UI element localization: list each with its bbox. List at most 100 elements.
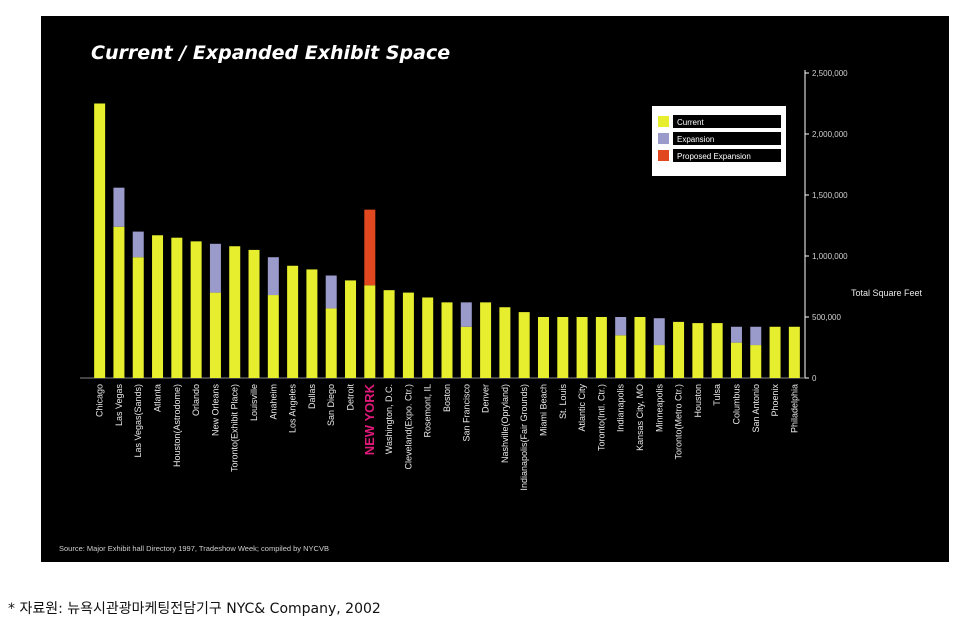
x-tick-label: Houston(Astrodome) bbox=[172, 384, 182, 467]
bar-current bbox=[132, 257, 144, 378]
exhibit-space-chart: Current / Expanded Exhibit Space 2,500,0… bbox=[59, 42, 923, 553]
bar-current bbox=[325, 308, 337, 378]
bar-current bbox=[653, 345, 665, 378]
bar-current bbox=[190, 241, 202, 378]
y-tick-label: 2,500,000 bbox=[812, 69, 848, 78]
bar-expansion bbox=[615, 317, 627, 336]
y-tick-label: 0 bbox=[812, 374, 817, 383]
x-tick-label: Nashville(Opryland) bbox=[500, 384, 510, 463]
legend-label: Proposed Expansion bbox=[677, 152, 751, 161]
legend-swatch bbox=[658, 133, 669, 144]
bar-expansion bbox=[132, 231, 144, 258]
x-tick-label: Kansas City, MO bbox=[635, 384, 645, 451]
x-tick-label: St. Louis bbox=[558, 384, 568, 420]
bar-current bbox=[94, 103, 106, 378]
bar-current bbox=[383, 290, 395, 378]
legend-label-bg bbox=[673, 132, 781, 145]
chart-title: Current / Expanded Exhibit Space bbox=[91, 42, 450, 64]
y-tick-label: 2,000,000 bbox=[812, 130, 848, 139]
x-tick-label: Dallas bbox=[307, 384, 317, 410]
legend: Current Expansion Proposed Expansion bbox=[652, 106, 786, 176]
bar-expansion bbox=[267, 257, 279, 296]
bar-current bbox=[576, 317, 588, 378]
x-tick-label: Toronto(Intl. Ctr.) bbox=[596, 384, 606, 451]
legend-label-bg bbox=[673, 115, 781, 128]
x-tick-label: Rosemont, IL bbox=[423, 384, 433, 438]
x-tick-label: Minneapolis bbox=[654, 384, 664, 433]
x-tick-label: Chicago bbox=[95, 384, 105, 417]
x-tick-label: San Francisco bbox=[461, 384, 471, 442]
x-tick-label: Phoenix bbox=[770, 384, 780, 417]
x-tick-label: Los Angeles bbox=[288, 384, 298, 434]
footnote: * 자료원: 뉴욕시관광마케팅전담기구 NYC& Company, 2002 bbox=[8, 601, 381, 617]
bar-current bbox=[287, 265, 299, 378]
y-tick-label: 500,000 bbox=[812, 313, 841, 322]
x-tick-label: Anaheim bbox=[268, 384, 278, 420]
bar-current bbox=[711, 323, 723, 378]
bar-current bbox=[267, 295, 279, 378]
bar-current bbox=[171, 237, 183, 378]
x-tick-label: Toronto(Metro Ctr.) bbox=[674, 384, 684, 460]
x-tick-label: Tulsa bbox=[712, 384, 722, 406]
x-tick-label: Miami Beach bbox=[538, 384, 548, 436]
chart-panel: Current / Expanded Exhibit Space 2,500,0… bbox=[41, 16, 949, 562]
x-tick-label: Toronto(Exhibit Place) bbox=[230, 384, 240, 472]
x-tick-label: NEW YORK bbox=[362, 383, 377, 455]
x-tick-label: Atlantic City bbox=[577, 384, 587, 432]
bar-proposed-expansion bbox=[364, 209, 376, 286]
x-tick-label: Las Vegas bbox=[114, 384, 124, 427]
legend-swatch bbox=[658, 150, 669, 161]
y-tick-label: 1,000,000 bbox=[812, 252, 848, 261]
bar-current bbox=[480, 302, 492, 378]
x-tick-label: Houston bbox=[693, 384, 703, 418]
x-tick-label: Columbus bbox=[731, 384, 741, 425]
bar-expansion bbox=[209, 243, 221, 293]
bar-expansion bbox=[653, 318, 665, 346]
bar-current bbox=[229, 246, 241, 378]
x-tick-label: Indianapolis(Fair Grounds) bbox=[519, 384, 529, 491]
bar-current bbox=[209, 292, 221, 378]
bar-current bbox=[422, 297, 434, 378]
y-axis-label: Total Square Feet bbox=[851, 288, 923, 298]
bar-expansion bbox=[325, 275, 337, 309]
x-tick-label: Orlando bbox=[191, 384, 201, 416]
x-tick-label: Cleveland(Expo. Ctr.) bbox=[403, 384, 413, 470]
source-note: Source: Major Exhibit hall Directory 199… bbox=[59, 544, 329, 553]
bar-expansion bbox=[750, 326, 762, 346]
bar-current bbox=[692, 323, 704, 378]
x-tick-label: Louisville bbox=[249, 384, 259, 421]
bars bbox=[94, 103, 800, 378]
bar-current bbox=[537, 317, 549, 378]
bar-current bbox=[306, 269, 318, 378]
x-tick-label: Atlanta bbox=[153, 384, 163, 412]
bar-current bbox=[595, 317, 607, 378]
bar-current bbox=[769, 326, 781, 378]
x-tick-label: Detroit bbox=[346, 384, 356, 411]
legend-label: Current bbox=[677, 118, 704, 127]
y-tick-label: 1,500,000 bbox=[812, 191, 848, 200]
bar-current bbox=[615, 335, 627, 378]
bar-current bbox=[788, 326, 800, 378]
legend-label: Expansion bbox=[677, 135, 714, 144]
bar-current bbox=[441, 302, 453, 378]
x-tick-label: Denver bbox=[481, 384, 491, 413]
x-tick-label: Philadelphia bbox=[789, 384, 799, 433]
legend-label-bg bbox=[673, 149, 781, 162]
x-tick-label: Las Vegas(Sands) bbox=[133, 384, 143, 458]
bar-current bbox=[750, 345, 762, 378]
bar-current bbox=[499, 307, 511, 378]
bar-current bbox=[345, 280, 357, 378]
bar-current bbox=[634, 317, 646, 378]
bar-current bbox=[518, 312, 530, 378]
x-tick-label: Indianapolis bbox=[616, 384, 626, 433]
x-tick-label: New Orleans bbox=[210, 384, 220, 437]
bar-current bbox=[152, 235, 164, 378]
bar-current bbox=[673, 321, 685, 378]
bar-current bbox=[364, 285, 376, 378]
bar-current bbox=[402, 292, 414, 378]
bar-current bbox=[730, 342, 742, 378]
x-tick-label: Washington, D.C. bbox=[384, 384, 394, 454]
legend-swatch bbox=[658, 116, 669, 127]
x-axis-labels: Chicago Las Vegas Las Vegas(Sands) Atlanta H… bbox=[95, 383, 800, 490]
x-tick-label: Boston bbox=[442, 384, 452, 412]
